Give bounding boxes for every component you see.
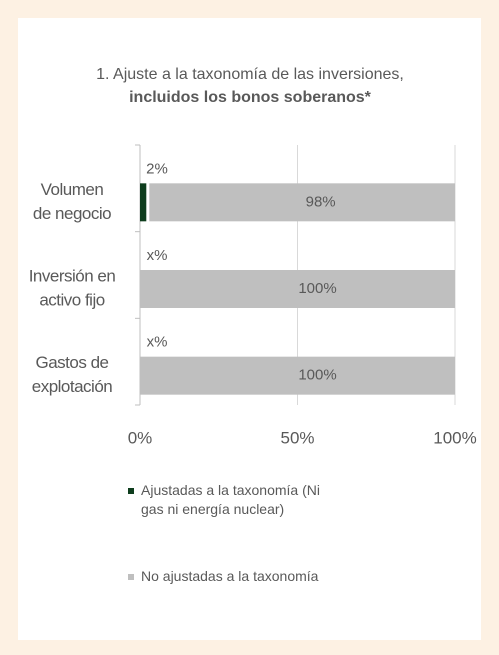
bar	[140, 270, 455, 308]
y-tick-label: Gastos de	[36, 353, 109, 372]
y-tick-label: activo fijo	[39, 290, 104, 309]
data-label: x%	[147, 247, 168, 264]
legend-item: No ajustadas a la taxonomía	[141, 568, 319, 584]
bar	[149, 183, 456, 222]
data-label: 2%	[146, 160, 168, 177]
legend-swatch	[128, 488, 134, 494]
chart-subtitle: incluidos los bonos soberanos*	[129, 89, 372, 106]
legend-label: No ajustadas a la taxonomía	[141, 568, 319, 584]
data-label: 100%	[298, 280, 336, 297]
x-tick-label: 50%	[280, 428, 314, 447]
x-tick-label: 0%	[128, 428, 153, 447]
data-label: 98%	[306, 193, 336, 210]
card	[18, 18, 481, 640]
data-label: x%	[147, 334, 168, 351]
chart-title: 1. Ajuste a la taxonomía de las inversio…	[96, 66, 404, 83]
x-tick-label: 100%	[433, 428, 476, 447]
legend-swatch	[128, 574, 134, 580]
bar	[140, 356, 455, 395]
y-tick-label: de negocio	[33, 204, 111, 223]
legend-item: Ajustadas a la taxonomía (Ni gas ni ener…	[141, 482, 320, 517]
y-tick-label: explotación	[32, 377, 113, 396]
legend-label: Ajustadas a la taxonomía (Ni gas ni ener…	[141, 482, 320, 517]
y-tick-label: Volumen	[41, 180, 104, 199]
y-tick-label: Inversión en	[29, 266, 116, 285]
data-label: 100%	[298, 367, 336, 384]
bar	[140, 183, 147, 222]
